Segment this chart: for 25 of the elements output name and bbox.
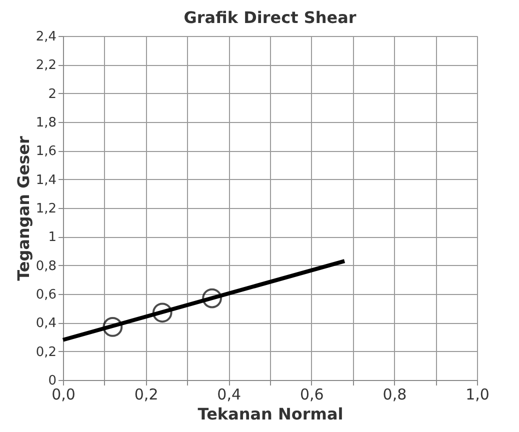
point bbox=[202, 288, 222, 308]
y-tick-label: 0,2 bbox=[36, 344, 56, 360]
y-tick-label: 2,4 bbox=[36, 30, 56, 44]
y-axis-title: Tegangan Geser bbox=[14, 136, 33, 281]
point bbox=[102, 317, 123, 337]
x-axis-title: Tekanan Normal bbox=[198, 404, 344, 424]
y-tick-label: 0 bbox=[48, 374, 56, 388]
y-tick-label: 2,2 bbox=[36, 58, 56, 74]
x-tick-label: 1,0 bbox=[466, 386, 490, 404]
y-tick-label: 1,6 bbox=[36, 144, 56, 160]
x-tick-label: 0,4 bbox=[217, 386, 242, 404]
x-tick-label: 0,8 bbox=[382, 386, 407, 404]
chart-title: Grafik Direct Shear bbox=[184, 8, 356, 27]
y-tick-label: 1,2 bbox=[36, 202, 56, 216]
y-tick-label: 0,4 bbox=[36, 316, 56, 332]
y-tick-label: 1,8 bbox=[36, 116, 56, 130]
y-tick-label: 2 bbox=[48, 86, 56, 102]
y-tick-label: 0,6 bbox=[36, 288, 56, 302]
x-tick-label: 0,6 bbox=[300, 386, 324, 404]
point bbox=[152, 302, 172, 323]
x-tick-label: 0,0 bbox=[52, 386, 76, 404]
y-tick-label: 0,8 bbox=[36, 258, 56, 274]
y-tick-label: 1,4 bbox=[36, 172, 56, 188]
x-tick-label: 0,2 bbox=[134, 386, 158, 404]
y-tick-label: 1 bbox=[48, 230, 56, 246]
